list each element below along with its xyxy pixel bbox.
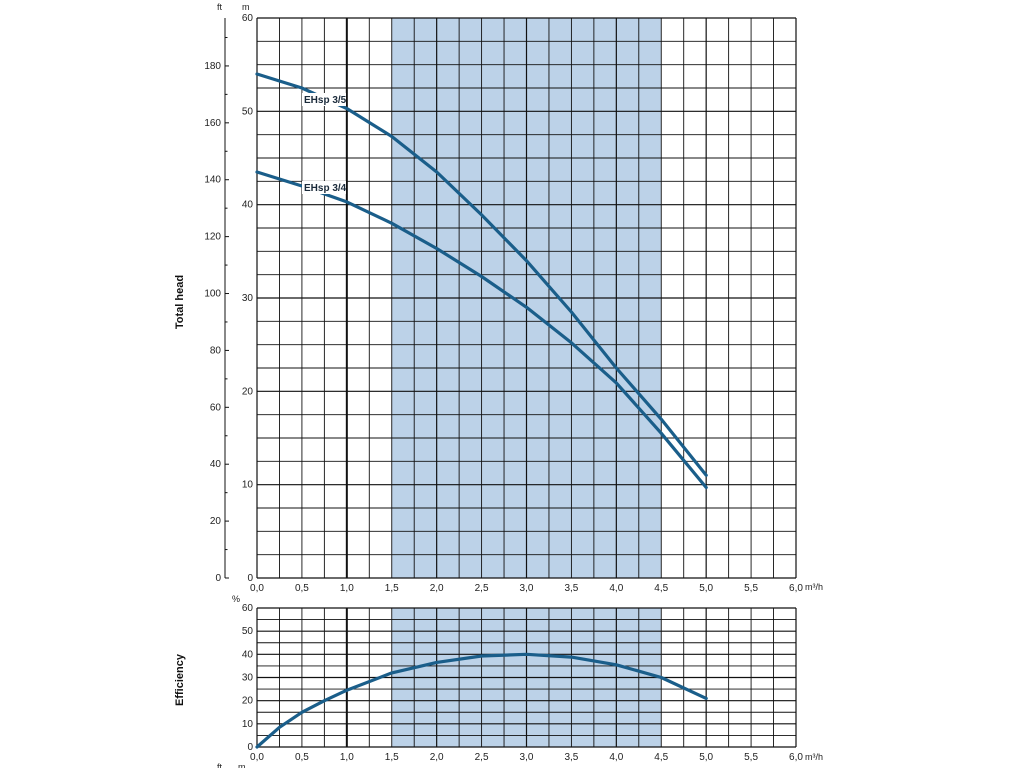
m-unit-label-bottom: m [238, 762, 246, 768]
eff-y-tick-label: 50 [242, 626, 254, 637]
head-x-tick-label: 5,0 [699, 583, 713, 594]
ft-tick-label: 100 [204, 289, 221, 300]
head-x-tick-label: 0,0 [250, 583, 264, 594]
eff-y-tick-label: 0 [247, 742, 253, 753]
curve-label-ehsp-3-5: EHsp 3/5 [304, 95, 347, 106]
efficiency-curve [255, 652, 708, 749]
head-x-tick-label: 5,5 [744, 583, 758, 594]
eff-y-tick-label: 60 [242, 603, 254, 614]
ft-tick-label: 60 [210, 402, 222, 413]
eff-x-tick-label: 5,0 [699, 752, 713, 763]
ft-tick-label: 120 [204, 232, 221, 243]
eff-x-tick-label: 1,0 [340, 752, 354, 763]
ft-tick-label: 0 [215, 573, 221, 584]
eff-x-tick-label: 4,0 [609, 752, 623, 763]
ft-tick-label: 80 [210, 345, 222, 356]
efficiency-chart-panel: 0 10 20 30 40 50 60 0,0 0,5 1,0 1,5 2,0 2,5 3,0 3,5 4,0… [242, 603, 804, 763]
m-tick-label: 60 [242, 13, 254, 24]
efficiency-axis-title: Efficiency [174, 653, 186, 706]
eff-x-tick-label: 1,5 [385, 752, 399, 763]
head-axis-title: Total head [174, 275, 186, 329]
eff-y-tick-label: 20 [242, 696, 254, 707]
eff-x-tick-label: 5,5 [744, 752, 758, 763]
m-unit-label: m [242, 2, 250, 12]
head-x-tick-label: 1,0 [340, 583, 354, 594]
pct-unit-label: % [232, 594, 240, 604]
eff-y-tick-label: 30 [242, 673, 254, 684]
ft-tick-label: 140 [204, 175, 221, 186]
ft-unit-label-bottom: ft [217, 762, 223, 768]
head-flow-unit-label: m³/h [805, 582, 823, 592]
m-tick-label: 0 [247, 573, 253, 584]
head-x-tick-label: 4,5 [654, 583, 668, 594]
eff-x-tick-label: 2,5 [475, 752, 489, 763]
m-tick-label: 40 [242, 200, 254, 211]
eff-x-tick-label: 0,0 [250, 752, 264, 763]
m-tick-label: 10 [242, 480, 254, 491]
eff-x-tick-label: 6,0 [789, 752, 803, 763]
eff-y-tick-label: 10 [242, 719, 254, 730]
curve-label-bg [302, 93, 346, 106]
curve-ehsp-3-4 [255, 170, 708, 490]
head-x-tick-label: 4,0 [609, 583, 623, 594]
head-x-tick-label: 6,0 [789, 583, 803, 594]
m-tick-label: 20 [242, 386, 254, 397]
eff-x-tick-label: 3,5 [564, 752, 578, 763]
m-tick-label: 50 [242, 106, 254, 117]
head-x-tick-label: 2,0 [430, 583, 444, 594]
eff-x-tick-label: 2,0 [430, 752, 444, 763]
eff-y-tick-label: 40 [242, 649, 254, 660]
eff-flow-unit-label: m³/h [805, 752, 823, 762]
ft-tick-label: 180 [204, 61, 221, 72]
head-x-tick-label: 1,5 [385, 583, 399, 594]
curve-label-bg [302, 181, 346, 194]
m-tick-label: 30 [242, 293, 254, 304]
ft-tick-label: 20 [210, 516, 222, 527]
head-chart-panel: 0 20 40 60 80 100 120 140 160 180 0 10 20 30 40 50 60 0,0… [204, 13, 803, 594]
head-x-tick-label: 0,5 [295, 583, 309, 594]
eff-x-tick-label: 3,0 [520, 752, 534, 763]
ft-unit-label: ft [217, 2, 223, 12]
head-x-tick-label: 3,0 [520, 583, 534, 594]
eff-x-tick-label: 4,5 [654, 752, 668, 763]
head-x-tick-label: 2,5 [475, 583, 489, 594]
curve-label-ehsp-3-4: EHsp 3/4 [304, 183, 347, 194]
head-x-tick-label: 3,5 [564, 583, 578, 594]
ft-tick-label: 160 [204, 118, 221, 129]
eff-x-tick-label: 0,5 [295, 752, 309, 763]
ft-tick-label: 40 [210, 459, 222, 470]
